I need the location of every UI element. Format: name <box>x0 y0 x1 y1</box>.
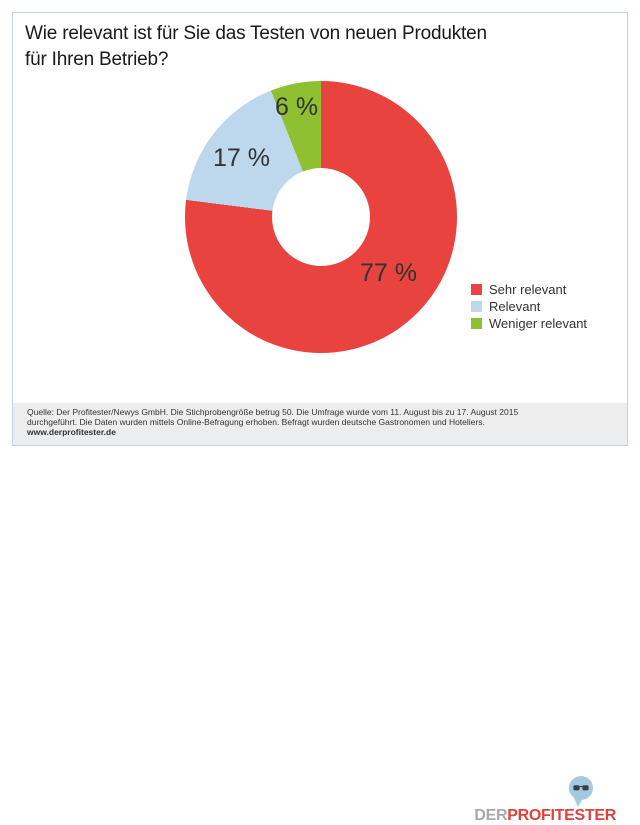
page-title: Wie relevant ist für Sie das Testen von … <box>25 21 487 73</box>
legend-item-sehr-relevant: Sehr relevant <box>471 281 587 298</box>
donut-hole <box>272 168 370 266</box>
legend-swatch-sehr-relevant <box>471 284 482 295</box>
legend-item-weniger-relevant: Weniger relevant <box>471 315 587 332</box>
logo-wordmark: DERPROFITESTER <box>474 807 616 825</box>
slide-frame: Wie relevant ist für Sie das Testen von … <box>12 12 628 824</box>
source-website: www.derprofitester.de <box>27 427 116 437</box>
legend-label-sehr-relevant: Sehr relevant <box>489 282 567 297</box>
slice-label-relevant: 17 % <box>213 144 270 172</box>
speech-bubble <box>569 776 593 800</box>
brand-logo: DERPROFITESTER <box>474 773 616 825</box>
glasses-icon <box>573 785 589 791</box>
legend-swatch-weniger-relevant <box>471 318 482 329</box>
slice-label-sehr-relevant: 77 % <box>360 259 417 287</box>
logo-prefix: DER <box>474 807 508 824</box>
source-note: Quelle: Der Profitester/Newys GmbH. Die … <box>27 407 518 437</box>
page-title-line1: Wie relevant ist für Sie das Testen von … <box>25 23 487 44</box>
legend-swatch-relevant <box>471 301 482 312</box>
source-line-2: durchgeführt. Die Daten wurden mittels O… <box>27 417 485 427</box>
legend-label-weniger-relevant: Weniger relevant <box>489 316 588 331</box>
chart-legend: Sehr relevant Relevant Weniger relevant <box>471 281 587 332</box>
slice-label-weniger-relevant: 6 % <box>275 93 319 121</box>
page-title-line2: für Ihren Betrieb? <box>25 49 169 70</box>
legend-item-relevant: Relevant <box>471 298 587 315</box>
footer-bar: Quelle: Der Profitester/Newys GmbH. Die … <box>13 403 627 824</box>
logo-name: PROFITESTER <box>507 807 616 824</box>
source-line-1: Quelle: Der Profitester/Newys GmbH. Die … <box>27 407 519 417</box>
legend-label-relevant: Relevant <box>489 299 541 314</box>
donut-chart <box>185 81 457 353</box>
